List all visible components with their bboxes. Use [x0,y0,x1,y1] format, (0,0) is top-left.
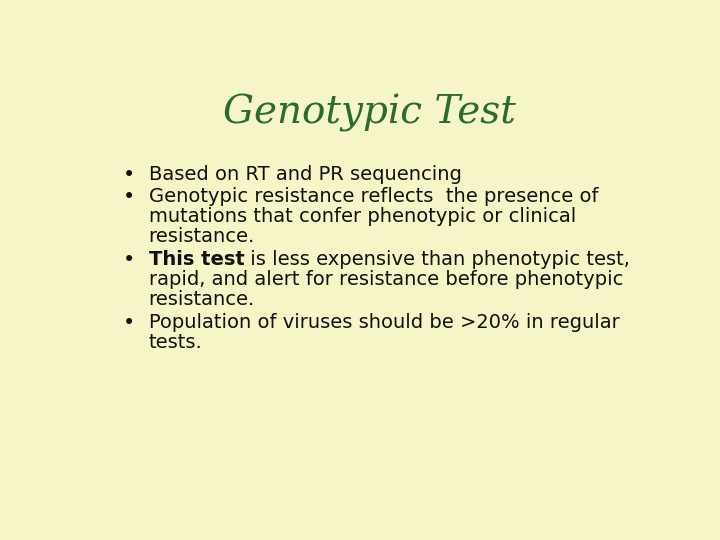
Text: Population of viruses should be >20% in regular: Population of viruses should be >20% in … [148,313,619,332]
Text: •: • [123,250,135,270]
Text: Genotypic resistance reflects  the presence of: Genotypic resistance reflects the presen… [148,187,598,206]
Text: mutations that confer phenotypic or clinical: mutations that confer phenotypic or clin… [148,207,576,226]
Text: Genotypic Test: Genotypic Test [222,94,516,132]
Text: •: • [123,165,135,185]
Text: resistance.: resistance. [148,290,255,309]
Text: is less expensive than phenotypic test,: is less expensive than phenotypic test, [244,250,630,269]
Text: tests.: tests. [148,333,202,352]
Text: Based on RT and PR sequencing: Based on RT and PR sequencing [148,165,462,184]
Text: rapid, and alert for resistance before phenotypic: rapid, and alert for resistance before p… [148,270,623,289]
Text: resistance.: resistance. [148,227,255,246]
Text: •: • [123,187,135,207]
Text: •: • [123,313,135,333]
Text: This test: This test [148,250,244,269]
